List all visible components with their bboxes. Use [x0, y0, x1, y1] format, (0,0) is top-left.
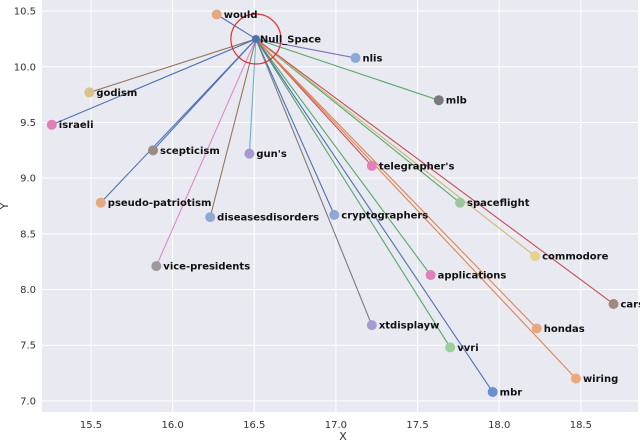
data-points — [46, 9, 619, 397]
data-point — [433, 95, 444, 106]
connector-line — [255, 38, 373, 326]
data-point — [366, 320, 377, 331]
point-label: diseasesdisorders — [217, 213, 319, 224]
point-label: gun's — [256, 149, 286, 160]
y-tick-label: 8.0 — [20, 285, 36, 296]
point-label: cars — [621, 299, 640, 310]
connector-line — [255, 38, 335, 216]
data-point — [570, 373, 581, 384]
data-point — [329, 209, 340, 220]
y-tick-label: 9.0 — [20, 174, 36, 185]
connector-line — [255, 38, 577, 379]
point-label: mbr — [500, 387, 523, 398]
connector-line — [255, 38, 536, 257]
connector-line — [155, 38, 257, 267]
y-tick-label: 10.0 — [14, 62, 36, 73]
x-tick-label: 16.0 — [161, 420, 183, 431]
point-label: israeli — [59, 120, 94, 131]
data-point — [425, 270, 436, 281]
y-tick-label: 9.5 — [20, 118, 36, 129]
x-tick-label: 16.5 — [243, 420, 265, 431]
y-tick-label: 7.5 — [20, 341, 36, 352]
point-label: vice-presidents — [163, 262, 250, 273]
connector-line — [255, 38, 614, 305]
center-point — [251, 34, 260, 43]
y-tick-label: 8.5 — [20, 229, 36, 240]
connector-line — [100, 38, 257, 204]
connector-line — [255, 38, 432, 276]
point-label: cryptographers — [341, 210, 428, 221]
point-label: telegrapher's — [379, 161, 455, 172]
connector-line — [255, 38, 461, 204]
x-tick-label: 15.5 — [80, 420, 102, 431]
x-tick-labels: 15.5 16.0 16.5 17.0 17.5 18.0 18.5 — [80, 420, 592, 431]
point-label: xtdisplayw — [379, 321, 440, 332]
y-tick-label: 7.0 — [20, 396, 36, 407]
connector-line — [255, 38, 494, 393]
connector-line — [209, 38, 257, 218]
plot-area — [42, 0, 638, 412]
connector-line — [255, 38, 439, 101]
point-label: scepticism — [160, 146, 220, 157]
data-point — [148, 145, 159, 156]
data-point — [445, 342, 456, 353]
x-tick-label: 17.5 — [406, 420, 428, 431]
x-axis-title: X — [339, 430, 347, 442]
point-label: vvri — [457, 343, 478, 354]
center-label: Null_Space — [260, 34, 321, 45]
connector-line — [51, 38, 257, 126]
point-label: mlb — [446, 96, 467, 107]
data-point — [244, 148, 255, 159]
data-point — [84, 87, 95, 98]
point-label: applications — [438, 271, 507, 282]
point-label: wiring — [583, 374, 618, 385]
y-axis-title: Y — [0, 202, 11, 210]
point-labels: would nlis godism mlb israeli scepticism gun's… — [59, 10, 640, 398]
data-point — [608, 298, 619, 309]
data-point — [46, 119, 57, 130]
data-point — [366, 160, 377, 171]
y-tick-label: 10.5 — [14, 7, 36, 18]
data-point — [487, 386, 498, 397]
connector-line — [248, 38, 257, 154]
x-tick-label: 18.0 — [488, 420, 510, 431]
center-highlight-circle — [230, 13, 282, 65]
x-tick-label: 17.0 — [325, 420, 347, 431]
point-label: nlis — [363, 53, 383, 64]
data-point — [350, 52, 361, 63]
data-point — [211, 9, 222, 20]
point-label: pseudo-patriotism — [108, 198, 212, 209]
connector-lines — [51, 14, 614, 393]
data-point — [531, 323, 542, 334]
point-label: commodore — [542, 252, 608, 263]
y-tick-labels: 7.0 7.5 8.0 8.5 9.0 9.5 10.0 10.5 — [14, 7, 36, 408]
connector-line — [255, 38, 538, 329]
data-point — [95, 197, 106, 208]
connector-line — [255, 38, 451, 348]
point-label: godism — [96, 88, 137, 99]
point-label: hondas — [544, 324, 585, 335]
data-point — [455, 197, 466, 208]
x-tick-label: 18.5 — [570, 420, 592, 431]
connector-line — [255, 38, 356, 59]
connector-line — [89, 38, 257, 93]
data-point — [530, 251, 541, 262]
connector-line — [216, 14, 257, 40]
point-label: spaceflight — [467, 198, 530, 209]
point-label: would — [224, 10, 258, 21]
data-point — [205, 212, 216, 223]
data-point — [151, 261, 162, 272]
